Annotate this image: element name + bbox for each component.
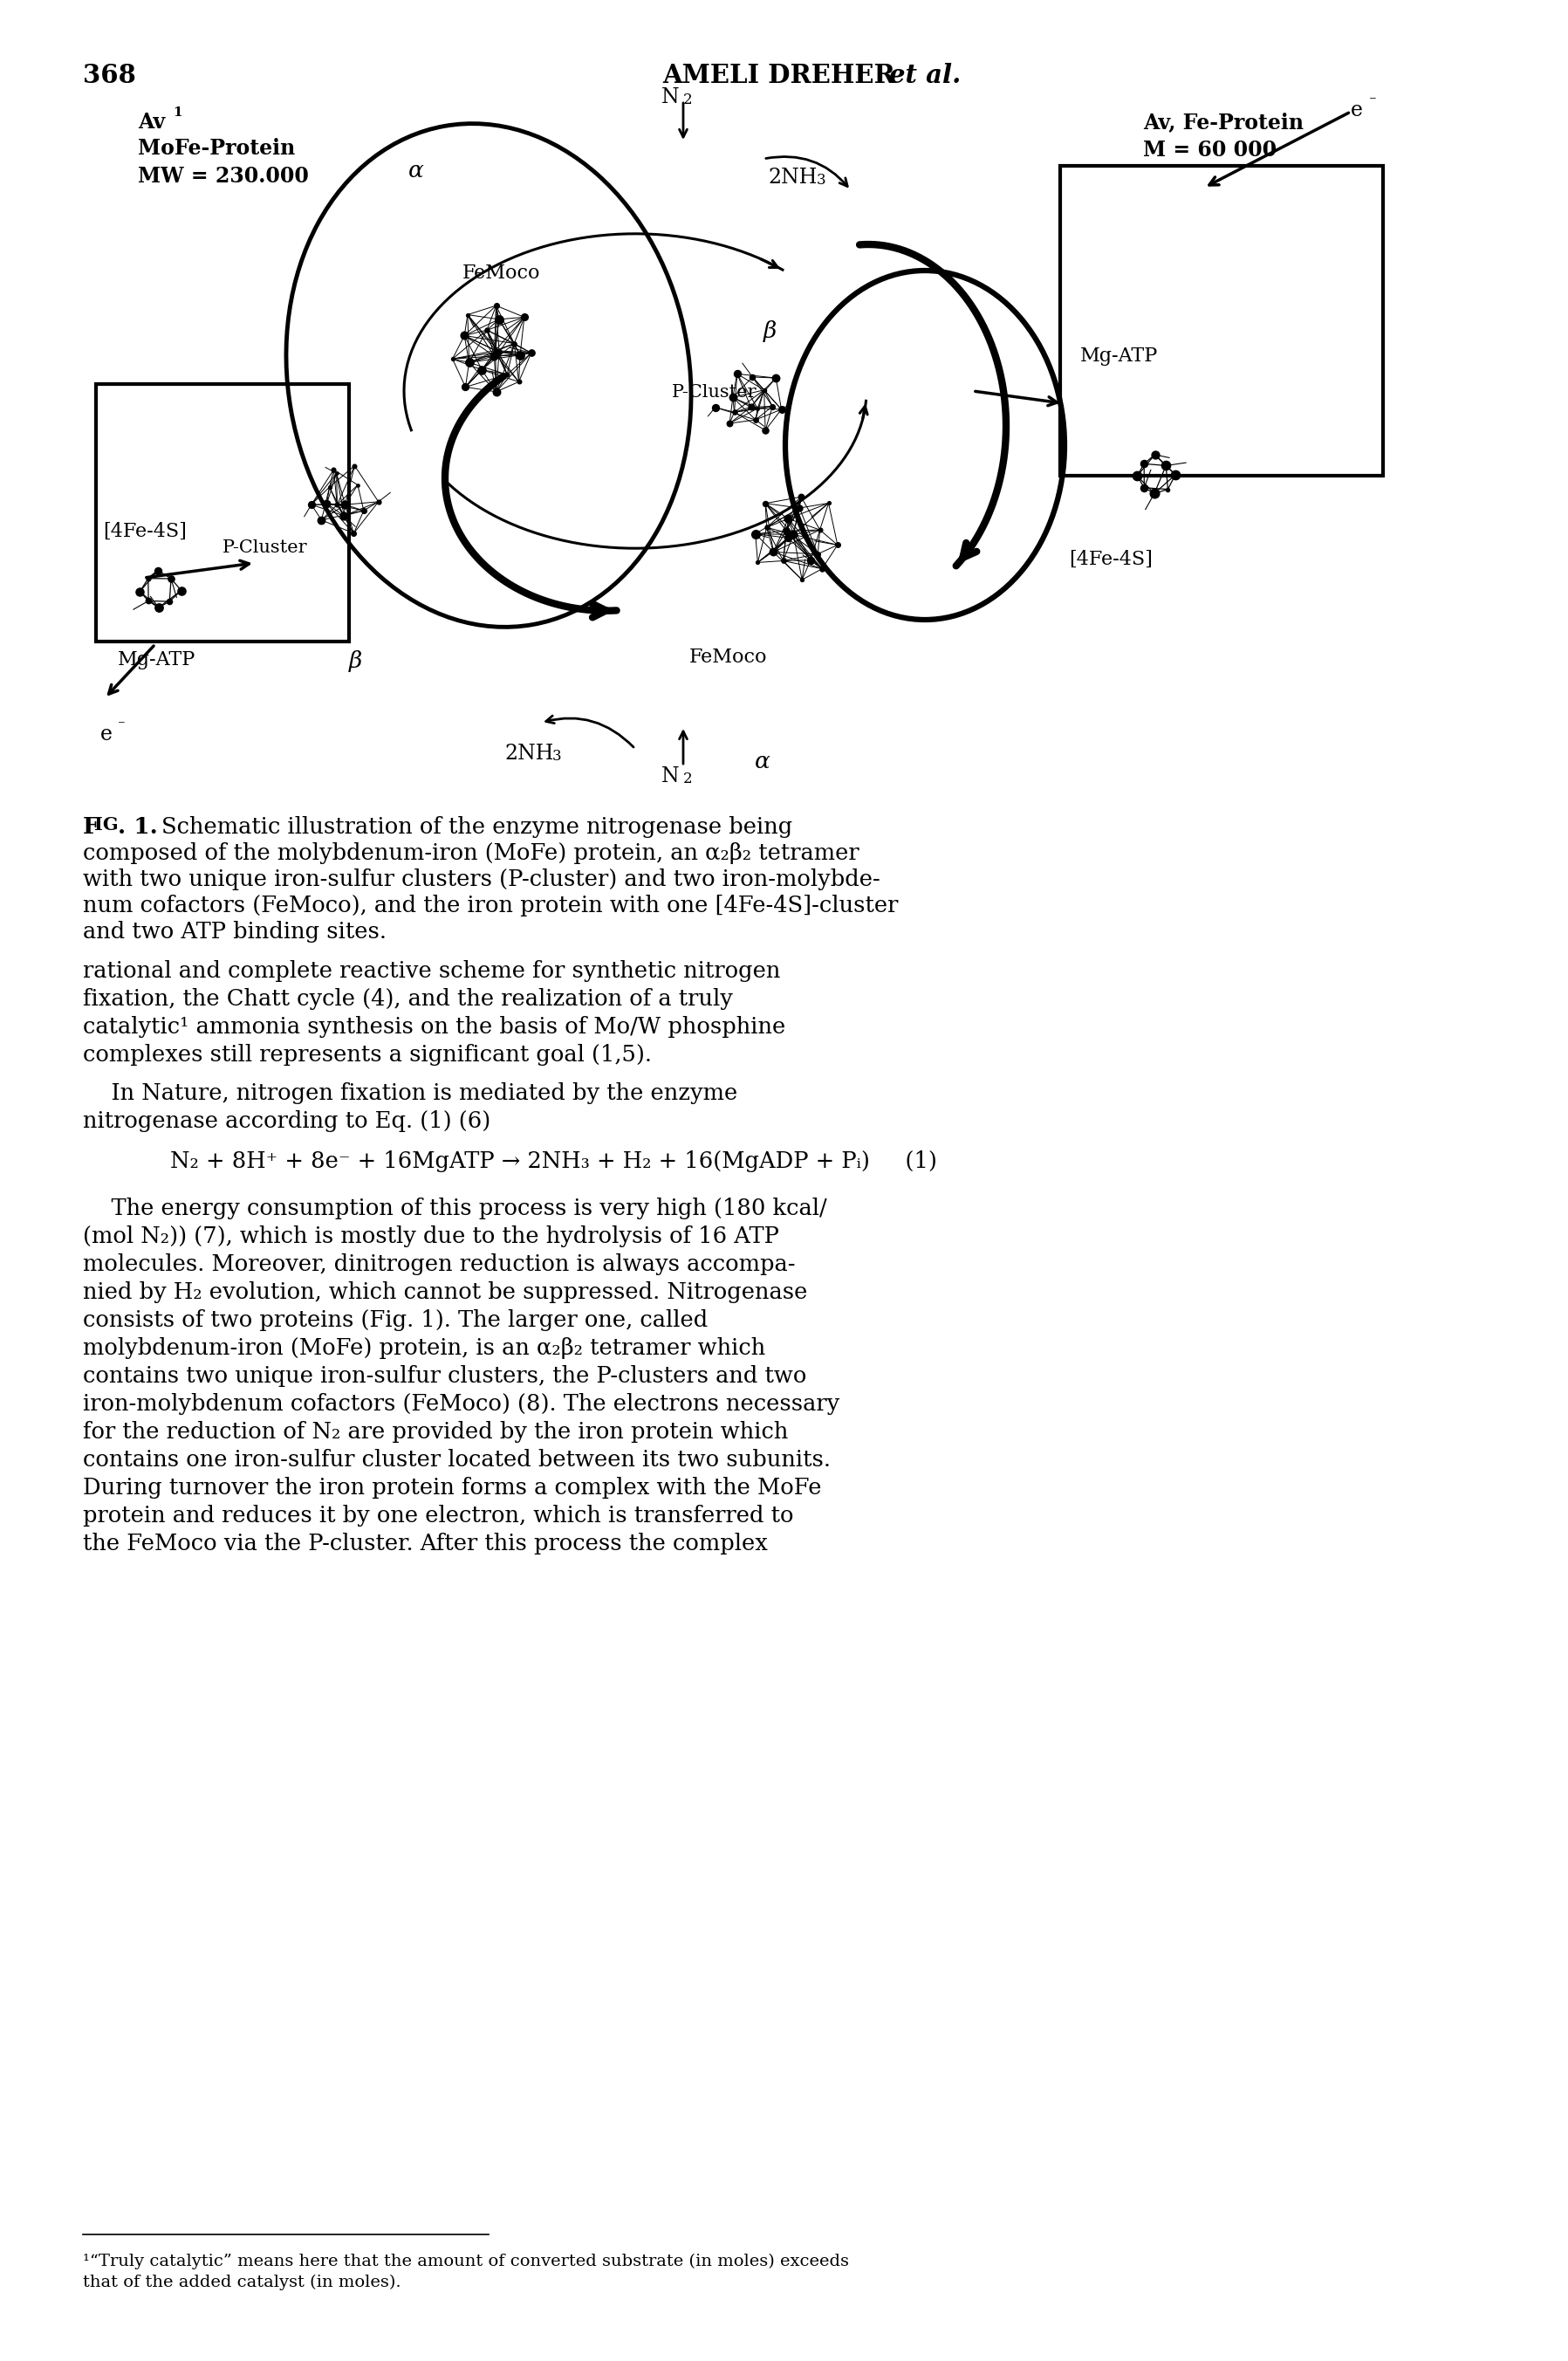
Bar <box>1060 165 1383 475</box>
Text: Mg-ATP: Mg-ATP <box>118 649 196 671</box>
Text: e: e <box>100 725 113 744</box>
Text: During turnover the iron protein forms a complex with the MoFe: During turnover the iron protein forms a… <box>83 1478 822 1499</box>
Text: β: β <box>764 321 776 342</box>
Text: AMELI DREHER: AMELI DREHER <box>663 64 905 87</box>
Text: . 1.: . 1. <box>118 817 158 838</box>
Text: ⁻: ⁻ <box>1369 94 1377 109</box>
Text: P-Cluster: P-Cluster <box>671 385 757 401</box>
Text: ¹“Truly catalytic” means here that the amount of converted substrate (in moles) : ¹“Truly catalytic” means here that the a… <box>83 2255 848 2269</box>
Text: rational and complete reactive scheme for synthetic nitrogen: rational and complete reactive scheme fo… <box>83 961 781 982</box>
Text: 2: 2 <box>684 92 693 106</box>
Text: protein and reduces it by one electron, which is transferred to: protein and reduces it by one electron, … <box>83 1504 793 1528</box>
Text: N₂ + 8H⁺ + 8e⁻ + 16MgATP → 2NH₃ + H₂ + 16(MgADP + Pᵢ)     (1): N₂ + 8H⁺ + 8e⁻ + 16MgATP → 2NH₃ + H₂ + 1… <box>171 1150 938 1171</box>
Text: e: e <box>1350 102 1363 120</box>
Text: with two unique iron-sulfur clusters (P-cluster) and two iron-molybde-: with two unique iron-sulfur clusters (P-… <box>83 869 880 890</box>
Text: complexes still represents a significant goal (1,5).: complexes still represents a significant… <box>83 1044 652 1065</box>
Text: 368: 368 <box>83 64 136 87</box>
Text: MoFe-Protein: MoFe-Protein <box>138 137 295 158</box>
Text: 3: 3 <box>552 748 561 763</box>
Text: α: α <box>754 751 770 772</box>
Text: num cofactors (FeMoco), and the iron protein with one [4Fe-4S]-cluster: num cofactors (FeMoco), and the iron pro… <box>83 895 898 916</box>
Text: 2: 2 <box>684 772 693 786</box>
Text: [4Fe-4S]: [4Fe-4S] <box>1069 550 1152 569</box>
Text: β: β <box>350 649 362 673</box>
Text: molybdenum-iron (MoFe) protein, is an α₂β₂ tetramer which: molybdenum-iron (MoFe) protein, is an α₂… <box>83 1336 765 1360</box>
Text: catalytic¹ ammonia synthesis on the basis of Mo/W phosphine: catalytic¹ ammonia synthesis on the basi… <box>83 1015 786 1039</box>
Text: Schematic illustration of the enzyme nitrogenase being: Schematic illustration of the enzyme nit… <box>162 817 792 838</box>
Text: (mol N₂)) (7), which is mostly due to the hydrolysis of 16 ATP: (mol N₂)) (7), which is mostly due to th… <box>83 1225 779 1247</box>
Text: nitrogenase according to Eq. (1) (6): nitrogenase according to Eq. (1) (6) <box>83 1110 491 1131</box>
Text: The energy consumption of this process is very high (180 kcal/: The energy consumption of this process i… <box>83 1197 826 1218</box>
Text: for the reduction of N₂ are provided by the iron protein which: for the reduction of N₂ are provided by … <box>83 1421 789 1443</box>
Text: ⁻: ⁻ <box>118 718 125 734</box>
Text: FeMoco: FeMoco <box>463 264 541 283</box>
Text: consists of two proteins (Fig. 1). The larger one, called: consists of two proteins (Fig. 1). The l… <box>83 1310 707 1332</box>
Text: F: F <box>83 817 99 838</box>
Text: composed of the molybdenum-iron (MoFe) protein, an α₂β₂ tetramer: composed of the molybdenum-iron (MoFe) p… <box>83 843 859 864</box>
Text: FeMoco: FeMoco <box>690 647 767 666</box>
Text: 2NH: 2NH <box>768 168 817 187</box>
Text: contains one iron-sulfur cluster located between its two subunits.: contains one iron-sulfur cluster located… <box>83 1450 831 1471</box>
Text: Av: Av <box>138 111 165 132</box>
Text: Mg-ATP: Mg-ATP <box>1080 347 1159 366</box>
Text: contains two unique iron-sulfur clusters, the P-clusters and two: contains two unique iron-sulfur clusters… <box>83 1365 806 1386</box>
Text: MW = 230.000: MW = 230.000 <box>138 165 309 187</box>
Text: [4Fe-4S]: [4Fe-4S] <box>103 522 187 541</box>
Text: nied by H₂ evolution, which cannot be suppressed. Nitrogenase: nied by H₂ evolution, which cannot be su… <box>83 1282 808 1303</box>
Text: Av, Fe-Protein: Av, Fe-Protein <box>1143 111 1303 132</box>
Bar <box>96 385 350 642</box>
Text: N: N <box>662 767 679 786</box>
Text: iron-molybdenum cofactors (FeMoco) (8). The electrons necessary: iron-molybdenum cofactors (FeMoco) (8). … <box>83 1393 839 1414</box>
Text: 1: 1 <box>172 106 182 118</box>
Text: In Nature, nitrogen fixation is mediated by the enzyme: In Nature, nitrogen fixation is mediated… <box>83 1081 737 1105</box>
Text: the FeMoco via the P-cluster. After this process the complex: the FeMoco via the P-cluster. After this… <box>83 1532 768 1554</box>
Text: M = 60 000: M = 60 000 <box>1143 139 1276 161</box>
Text: that of the added catalyst (in moles).: that of the added catalyst (in moles). <box>83 2274 401 2290</box>
Text: P-Cluster: P-Cluster <box>223 538 307 555</box>
Text: N: N <box>662 87 679 106</box>
Text: et al.: et al. <box>889 64 961 87</box>
Text: α: α <box>408 161 423 182</box>
Text: 2NH: 2NH <box>505 744 554 763</box>
Text: 3: 3 <box>817 172 826 187</box>
Text: molecules. Moreover, dinitrogen reduction is always accompa-: molecules. Moreover, dinitrogen reductio… <box>83 1254 795 1275</box>
Text: fixation, the Chatt cycle (4), and the realization of a truly: fixation, the Chatt cycle (4), and the r… <box>83 987 732 1011</box>
Text: IG: IG <box>94 817 118 833</box>
Text: and two ATP binding sites.: and two ATP binding sites. <box>83 921 387 942</box>
